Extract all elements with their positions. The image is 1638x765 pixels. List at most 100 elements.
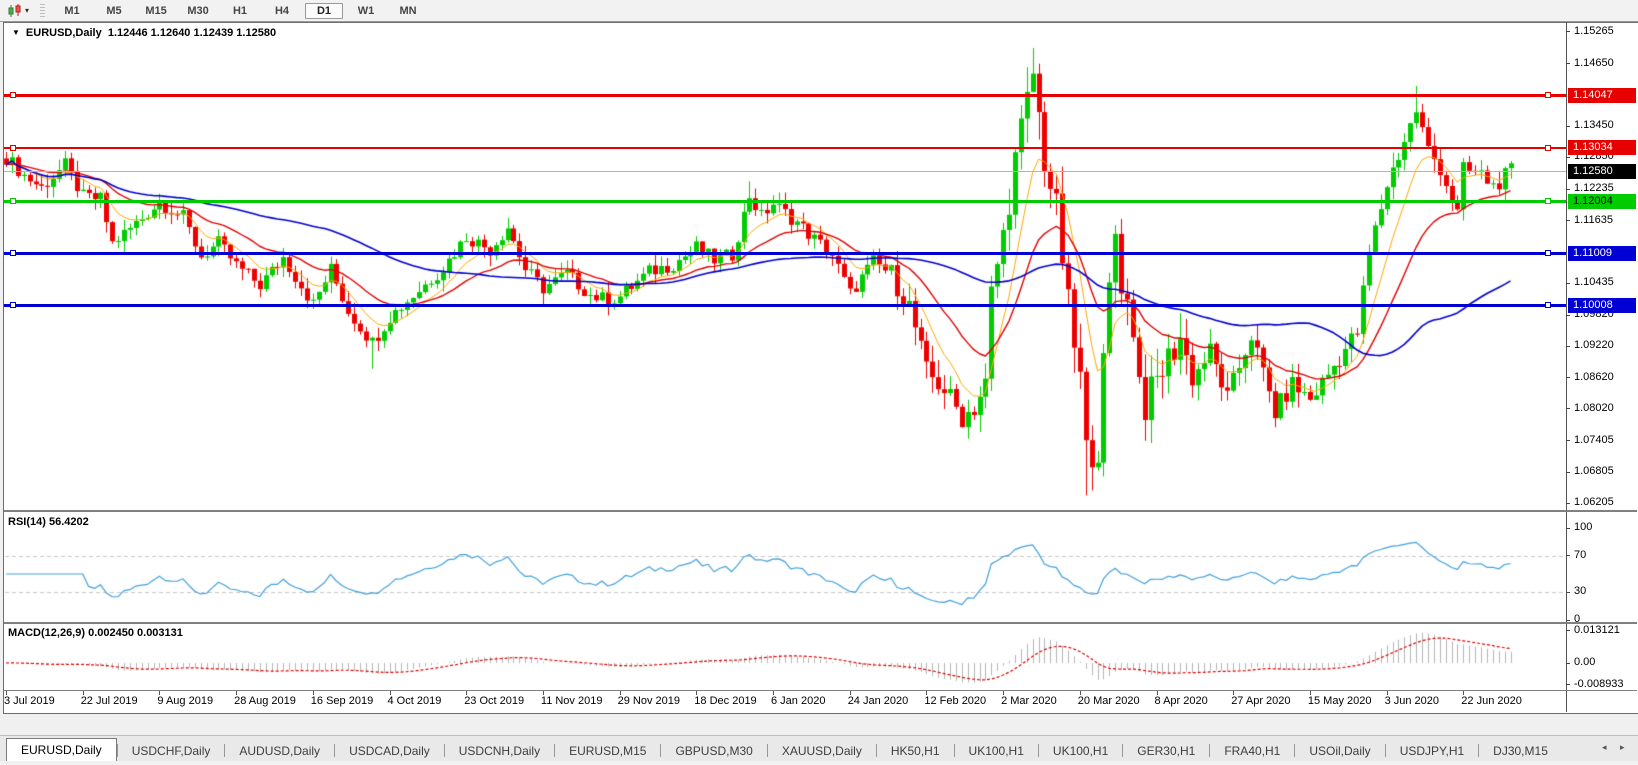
rsi-indicator-label: RSI(14) 56.4202 bbox=[8, 516, 89, 528]
date-tick-mark bbox=[1003, 691, 1005, 695]
tab-divider bbox=[875, 744, 877, 757]
line-drag-handle[interactable] bbox=[1545, 250, 1551, 257]
price-tick-mark bbox=[1566, 31, 1570, 33]
date-label: 2 Mar 2020 bbox=[1001, 695, 1057, 707]
date-label: 12 Feb 2020 bbox=[924, 695, 987, 707]
chart-tab-XAUUSD-Daily[interactable]: XAUUSD,Daily bbox=[781, 744, 862, 758]
horizontal-level-line[interactable] bbox=[4, 251, 1566, 255]
date-tick-mark bbox=[236, 691, 238, 695]
line-drag-handle[interactable] bbox=[10, 144, 16, 151]
date-label: 22 Jun 2020 bbox=[1461, 695, 1522, 707]
chart-tab-AUDUSD-Daily[interactable]: AUDUSD,Daily bbox=[239, 744, 321, 758]
tab-divider bbox=[953, 744, 955, 757]
line-drag-handle[interactable] bbox=[1545, 302, 1551, 309]
tab-divider bbox=[660, 744, 662, 757]
chart-tab-FRA40-H1[interactable]: FRA40,H1 bbox=[1224, 744, 1281, 758]
horizontal-level-line[interactable] bbox=[4, 146, 1566, 149]
hline-price-badge: 1.14047 bbox=[1568, 87, 1636, 103]
chart-tab-EURUSD-Daily[interactable]: EURUSD,Daily bbox=[6, 738, 117, 762]
chart-tab-USDJPY-H1[interactable]: USDJPY,H1 bbox=[1399, 744, 1465, 758]
price-tick-label: 1.09220 bbox=[1574, 339, 1614, 352]
price-tick-label: 1.11635 bbox=[1574, 213, 1613, 226]
price-tick-label: 1.08620 bbox=[1574, 370, 1614, 383]
chart-tab-USDCNH-Daily[interactable]: USDCNH,Daily bbox=[458, 744, 541, 758]
date-label: 3 Jul 2019 bbox=[4, 695, 55, 707]
pane-separator[interactable] bbox=[4, 510, 1637, 512]
chart-tab-HK50-H1[interactable]: HK50,H1 bbox=[890, 744, 940, 758]
price-tick-mark bbox=[1566, 188, 1570, 190]
price-tick-label: 1.13450 bbox=[1574, 119, 1614, 132]
pane-separator[interactable] bbox=[4, 622, 1637, 624]
tab-divider bbox=[766, 744, 768, 757]
price-tick-mark bbox=[1566, 314, 1570, 316]
date-tick-mark bbox=[1233, 691, 1235, 695]
tab-scroll-right-icon[interactable]: ▸ bbox=[1620, 742, 1625, 752]
collapse-triangle-icon[interactable]: ▼ bbox=[12, 28, 20, 37]
date-label: 28 Aug 2019 bbox=[234, 695, 296, 707]
price-tick-mark bbox=[1566, 471, 1570, 473]
date-label: 22 Jul 2019 bbox=[80, 695, 138, 707]
tab-scroll-left-icon[interactable]: ◂ bbox=[1602, 742, 1607, 752]
date-tick-mark bbox=[619, 691, 621, 695]
tab-bar-strip bbox=[0, 761, 1638, 765]
horizontal-level-line[interactable] bbox=[4, 303, 1566, 307]
price-tick-label: 1.06805 bbox=[1574, 465, 1614, 478]
line-drag-handle[interactable] bbox=[10, 92, 16, 99]
macd-tick-label: 0.013121 bbox=[1574, 623, 1620, 636]
date-label: 15 May 2020 bbox=[1307, 695, 1372, 707]
date-tick-mark bbox=[82, 691, 84, 695]
chart-tab-USDCAD-Daily[interactable]: USDCAD,Daily bbox=[349, 744, 430, 758]
date-label: 24 Jan 2020 bbox=[847, 695, 909, 707]
macd-indicator-label: MACD(12,26,9) 0.002450 0.003131 bbox=[8, 627, 183, 639]
line-drag-handle[interactable] bbox=[1545, 198, 1551, 205]
date-tick-mark bbox=[1386, 691, 1388, 695]
date-tick-mark bbox=[1463, 691, 1465, 695]
chart-tab-GBPUSD-M30[interactable]: GBPUSD,M30 bbox=[675, 744, 753, 758]
price-tick-mark bbox=[1566, 377, 1570, 379]
price-tick-label: 1.10435 bbox=[1574, 276, 1614, 289]
line-drag-handle[interactable] bbox=[1545, 92, 1551, 99]
line-drag-handle[interactable] bbox=[10, 250, 16, 257]
pane-separator[interactable] bbox=[4, 690, 1637, 691]
symbol-period-label: EURUSD,Daily bbox=[25, 27, 102, 39]
chart-symbol-title: ▼ EURUSD,Daily 1.12446 1.12640 1.12439 1.… bbox=[12, 27, 276, 39]
hline-price-badge: 1.12004 bbox=[1568, 193, 1636, 209]
hline-price-badge: 1.11009 bbox=[1568, 245, 1636, 261]
line-drag-handle[interactable] bbox=[1545, 144, 1551, 151]
chart-tab-UK100-H1[interactable]: UK100,H1 bbox=[968, 744, 1024, 758]
date-label: 29 Nov 2019 bbox=[617, 695, 680, 707]
chart-tab-GER30-H1[interactable]: GER30,H1 bbox=[1137, 744, 1196, 758]
chart-tab-UK100-H1[interactable]: UK100,H1 bbox=[1052, 744, 1109, 758]
price-tick-mark bbox=[1566, 63, 1570, 65]
macd-tick-mark bbox=[1566, 662, 1570, 664]
chart-tab-EURUSD-M15[interactable]: EURUSD,M15 bbox=[569, 744, 647, 758]
chart-tab-USOil-Daily[interactable]: USOil,Daily bbox=[1309, 744, 1371, 758]
line-drag-handle[interactable] bbox=[10, 302, 16, 309]
hline-price-badge: 1.10008 bbox=[1568, 297, 1636, 313]
line-drag-handle[interactable] bbox=[10, 198, 16, 205]
rsi-tick-mark bbox=[1566, 527, 1570, 529]
tab-divider bbox=[224, 744, 226, 757]
price-tick-mark bbox=[1566, 502, 1570, 504]
price-tick-label: 1.12235 bbox=[1574, 182, 1614, 195]
date-tick-mark bbox=[696, 691, 698, 695]
tab-divider bbox=[1037, 744, 1039, 757]
date-label: 8 Apr 2020 bbox=[1154, 695, 1208, 707]
hline-price-badge: 1.13034 bbox=[1568, 140, 1636, 156]
horizontal-level-line[interactable] bbox=[4, 199, 1566, 203]
date-label: 18 Dec 2019 bbox=[694, 695, 757, 707]
price-tick-label: 1.14650 bbox=[1574, 56, 1614, 69]
date-tick-mark bbox=[926, 691, 928, 695]
chart-tab-DJ30-M15[interactable]: DJ30,M15 bbox=[1493, 744, 1548, 758]
price-axis-line[interactable] bbox=[1566, 22, 1567, 712]
price-tick-label: 1.08020 bbox=[1574, 401, 1614, 414]
tab-divider bbox=[1209, 744, 1211, 757]
rsi-tick-label: 30 bbox=[1574, 585, 1587, 598]
macd-tick-mark bbox=[1566, 630, 1570, 632]
price-tick-mark bbox=[1566, 408, 1570, 410]
tab-divider bbox=[1294, 744, 1296, 757]
horizontal-level-line[interactable] bbox=[4, 93, 1566, 97]
chart-tab-USDCHF-Daily[interactable]: USDCHF,Daily bbox=[131, 744, 211, 758]
